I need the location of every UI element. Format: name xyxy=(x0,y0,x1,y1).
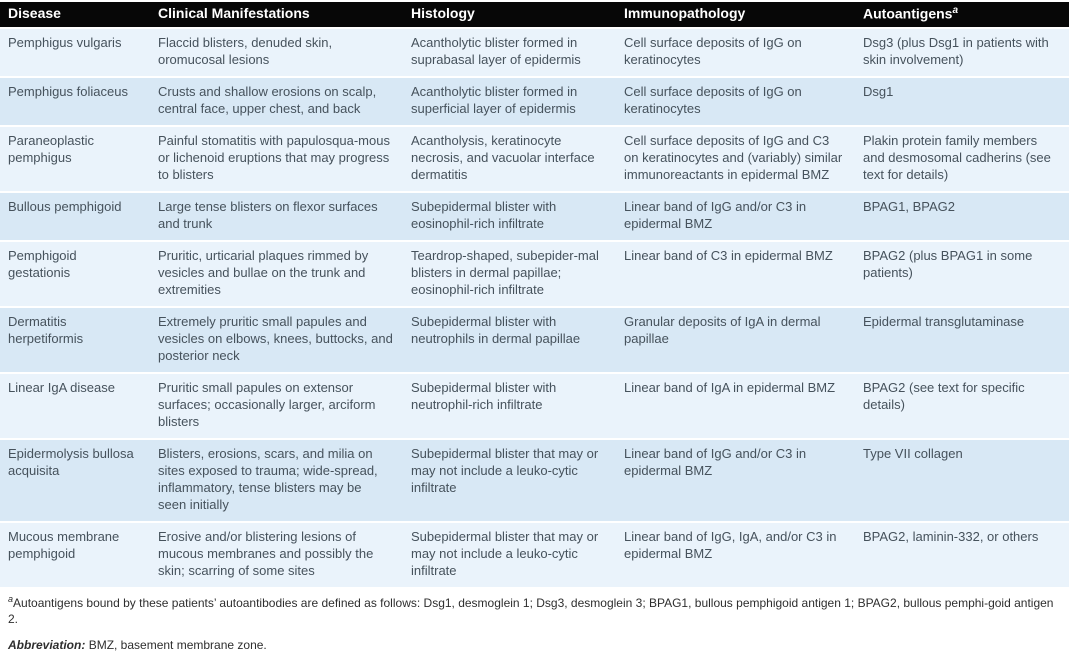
footnotes: aAutoantigens bound by these patients’ a… xyxy=(0,589,1069,653)
cell-clinical: Flaccid blisters, denuded skin, oromucos… xyxy=(150,28,403,76)
autoantigens-footnote-marker: a xyxy=(952,5,959,16)
table-row-dermatitis-herpetiformis: Dermatitis herpetiformis Extremely pruri… xyxy=(0,307,1069,372)
cell-immunopathology: Linear band of IgA in epidermal BMZ xyxy=(616,373,855,438)
abbreviation-label: Abbreviation: xyxy=(8,637,86,652)
cell-clinical: Pruritic, urticarial plaques rimmed by v… xyxy=(150,241,403,306)
column-header-autoantigens: Autoantigensa xyxy=(855,2,1069,27)
cell-autoantigens: BPAG2, laminin-332, or others xyxy=(855,522,1069,587)
cell-autoantigens: Dsg1 xyxy=(855,77,1069,125)
cell-disease: Pemphigus foliaceus xyxy=(0,77,150,125)
cell-autoantigens: Type VII collagen xyxy=(855,439,1069,521)
cell-histology: Acantholysis, keratinocyte necrosis, and… xyxy=(403,126,616,191)
cell-histology: Subepidermal blister with eosinophil-ric… xyxy=(403,192,616,240)
column-header-disease: Disease xyxy=(0,2,150,27)
cell-disease: Epidermolysis bullosa acquisita xyxy=(0,439,150,521)
cell-clinical: Extremely pruritic small papules and ves… xyxy=(150,307,403,372)
table-row-pemphigoid-gestationis: Pemphigoid gestationis Pruritic, urticar… xyxy=(0,241,1069,306)
abbreviation-note: Abbreviation: BMZ, basement membrane zon… xyxy=(8,637,1061,653)
column-header-clinical-manifestations: Clinical Manifestations xyxy=(150,2,403,27)
table-row-pemphigus-vulgaris: Pemphigus vulgaris Flaccid blisters, den… xyxy=(0,28,1069,76)
cell-histology: Teardrop-shaped, subepider-mal blisters … xyxy=(403,241,616,306)
cell-clinical: Blisters, erosions, scars, and milia on … xyxy=(150,439,403,521)
cell-immunopathology: Granular deposits of IgA in dermal papil… xyxy=(616,307,855,372)
autoantigen-footnote: aAutoantigens bound by these patients’ a… xyxy=(8,593,1061,627)
cell-clinical: Painful stomatitis with papulosqua-mous … xyxy=(150,126,403,191)
column-header-immunopathology: Immunopathology xyxy=(616,2,855,27)
table-row-bullous-pemphigoid: Bullous pemphigoid Large tense blisters … xyxy=(0,192,1069,240)
cell-immunopathology: Cell surface deposits of IgG on keratino… xyxy=(616,77,855,125)
cell-immunopathology: Linear band of IgG, IgA, and/or C3 in ep… xyxy=(616,522,855,587)
cell-disease: Mucous membrane pemphigoid xyxy=(0,522,150,587)
column-header-histology: Histology xyxy=(403,2,616,27)
table-row-paraneoplastic-pemphigus: Paraneoplastic pemphigus Painful stomati… xyxy=(0,126,1069,191)
cell-clinical: Crusts and shallow erosions on scalp, ce… xyxy=(150,77,403,125)
cell-histology: Acantholytic blister formed in suprabasa… xyxy=(403,28,616,76)
table-row-pemphigus-foliaceus: Pemphigus foliaceus Crusts and shallow e… xyxy=(0,77,1069,125)
autoantigens-label: Autoantigens xyxy=(863,5,953,22)
cell-clinical: Large tense blisters on flexor surfaces … xyxy=(150,192,403,240)
cell-disease: Pemphigus vulgaris xyxy=(0,28,150,76)
cell-immunopathology: Cell surface deposits of IgG on keratino… xyxy=(616,28,855,76)
cell-histology: Subepidermal blister that may or may not… xyxy=(403,522,616,587)
cell-autoantigens: Epidermal transglutaminase xyxy=(855,307,1069,372)
cell-disease: Pemphigoid gestationis xyxy=(0,241,150,306)
footnote-marker: a xyxy=(8,593,14,604)
cell-autoantigens: BPAG1, BPAG2 xyxy=(855,192,1069,240)
cell-histology: Subepidermal blister with neutrophil-ric… xyxy=(403,373,616,438)
cell-disease: Linear IgA disease xyxy=(0,373,150,438)
cell-clinical: Pruritic small papules on extensor surfa… xyxy=(150,373,403,438)
cell-autoantigens: Dsg3 (plus Dsg1 in patients with skin in… xyxy=(855,28,1069,76)
cell-immunopathology: Linear band of C3 in epidermal BMZ xyxy=(616,241,855,306)
cell-immunopathology: Linear band of IgG and/or C3 in epiderma… xyxy=(616,439,855,521)
cell-disease: Paraneoplastic pemphigus xyxy=(0,126,150,191)
table-row-epidermolysis-bullosa-acquisita: Epidermolysis bullosa acquisita Blisters… xyxy=(0,439,1069,521)
footnote-text: Autoantigens bound by these patients’ au… xyxy=(8,595,1054,626)
cell-clinical: Erosive and/or blistering lesions of muc… xyxy=(150,522,403,587)
cell-immunopathology: Linear band of IgG and/or C3 in epiderma… xyxy=(616,192,855,240)
table-row-mucous-membrane-pemphigoid: Mucous membrane pemphigoid Erosive and/o… xyxy=(0,522,1069,587)
table-body: Pemphigus vulgaris Flaccid blisters, den… xyxy=(0,28,1069,587)
cell-disease: Dermatitis herpetiformis xyxy=(0,307,150,372)
cell-histology: Subepidermal blister that may or may not… xyxy=(403,439,616,521)
abbreviation-text: BMZ, basement membrane zone. xyxy=(88,637,267,652)
cell-autoantigens: BPAG2 (plus BPAG1 in some patients) xyxy=(855,241,1069,306)
cell-histology: Subepidermal blister with neutrophils in… xyxy=(403,307,616,372)
cell-autoantigens: BPAG2 (see text for specific details) xyxy=(855,373,1069,438)
cell-disease: Bullous pemphigoid xyxy=(0,192,150,240)
cell-autoantigens: Plakin protein family members and desmos… xyxy=(855,126,1069,191)
blistering-diseases-table: Disease Clinical Manifestations Histolog… xyxy=(0,2,1069,587)
table-row-linear-iga-disease: Linear IgA disease Pruritic small papule… xyxy=(0,373,1069,438)
header-row: Disease Clinical Manifestations Histolog… xyxy=(0,2,1069,27)
cell-immunopathology: Cell surface deposits of IgG and C3 on k… xyxy=(616,126,855,191)
table-header: Disease Clinical Manifestations Histolog… xyxy=(0,2,1069,27)
cell-histology: Acantholytic blister formed in superfici… xyxy=(403,77,616,125)
